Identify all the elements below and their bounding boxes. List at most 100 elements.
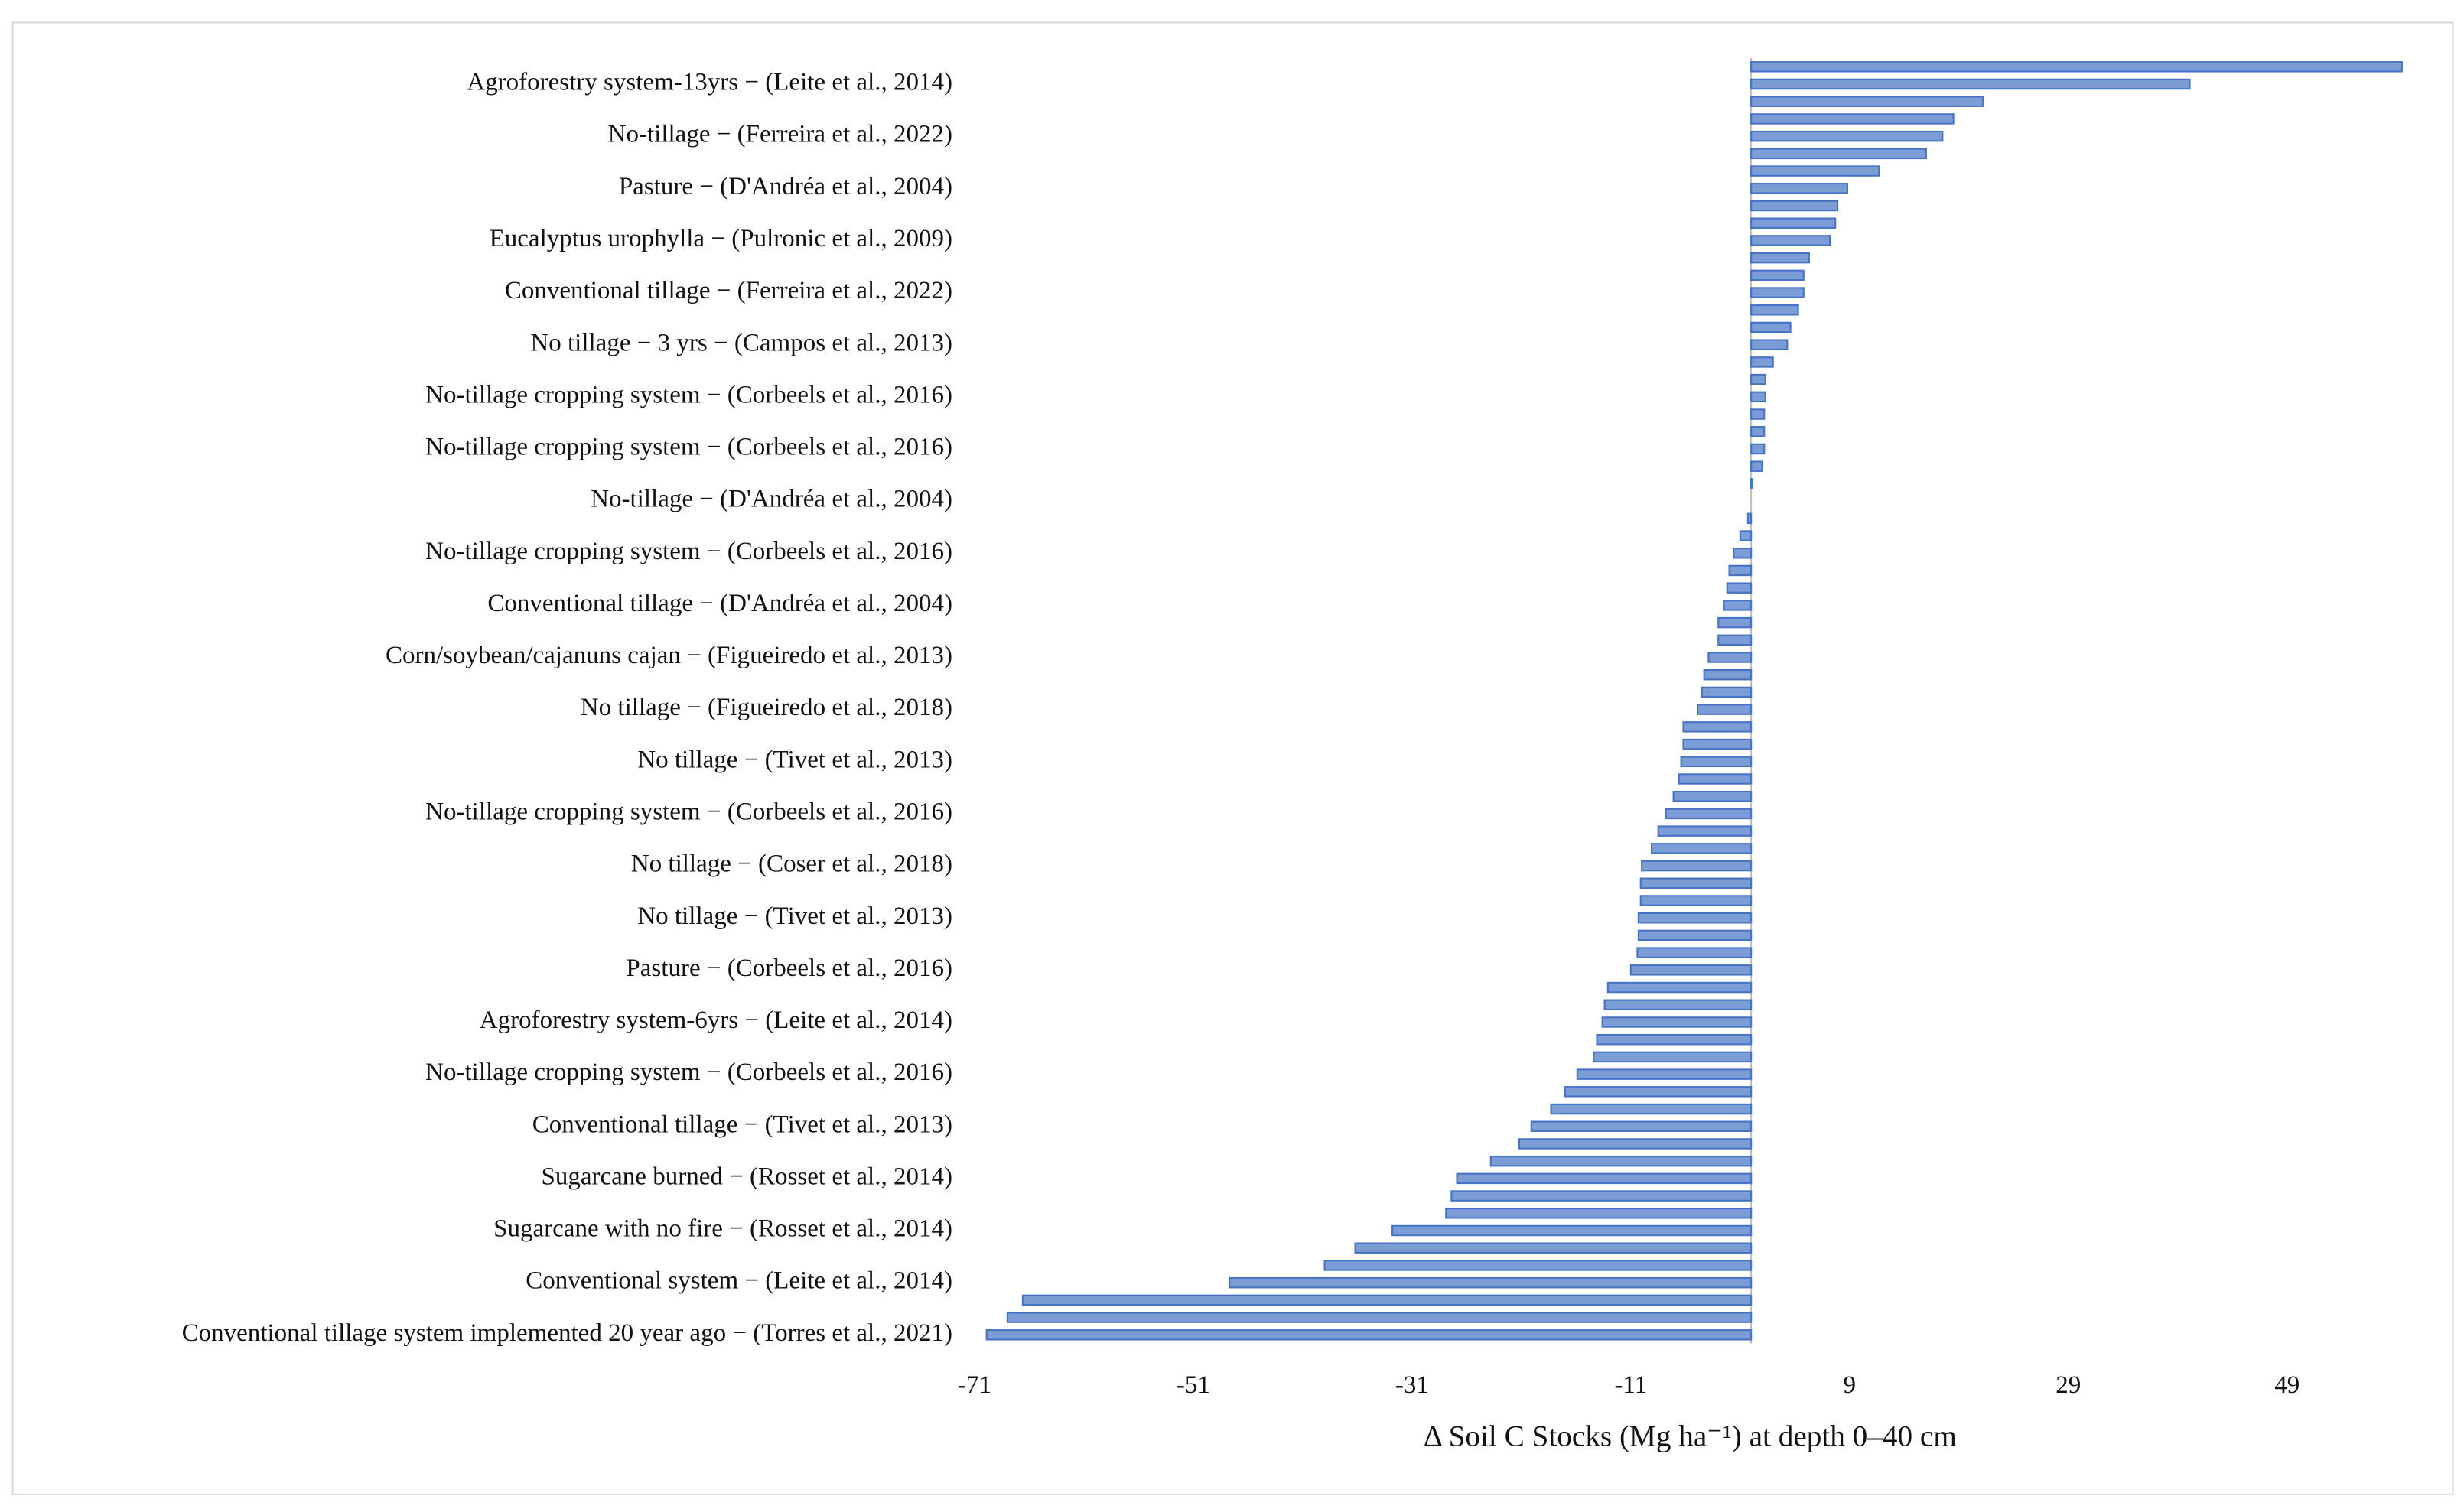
y-tick-label: Corn/soybean/cajanuns cajan − (Figueired… bbox=[386, 642, 952, 669]
bar bbox=[1750, 304, 1799, 316]
bar bbox=[1750, 339, 1789, 350]
y-tick-label: Pasture − (D'Andréa et al., 2004) bbox=[619, 173, 952, 200]
x-tick-label: -11 bbox=[1614, 1371, 1647, 1399]
bar bbox=[1750, 217, 1837, 229]
y-tick-label: Conventional system − (Leite et al., 201… bbox=[526, 1267, 952, 1295]
bar bbox=[1636, 947, 1753, 958]
chart-frame bbox=[11, 21, 2454, 1495]
bar bbox=[1682, 738, 1753, 750]
bar bbox=[1639, 877, 1753, 889]
bar bbox=[1672, 790, 1753, 802]
bar bbox=[1603, 999, 1753, 1010]
bar bbox=[1021, 1294, 1753, 1306]
bar bbox=[1489, 1155, 1753, 1167]
bar bbox=[1354, 1242, 1753, 1254]
bar bbox=[1445, 1208, 1753, 1219]
y-tick-label: Agroforestry system-6yrs − (Leite et al.… bbox=[480, 1007, 952, 1034]
bar bbox=[1650, 843, 1753, 854]
y-tick-label: No tillage − (Coser et al., 2018) bbox=[631, 850, 952, 878]
bar bbox=[1750, 200, 1839, 212]
bar bbox=[1733, 548, 1753, 559]
y-tick-label: No-tillage cropping system − (Corbeels e… bbox=[425, 1059, 952, 1086]
bar bbox=[1750, 391, 1766, 403]
y-tick-label: No tillage − (Figueiredo et al., 2018) bbox=[581, 694, 952, 721]
bar bbox=[1637, 912, 1753, 924]
bar bbox=[1750, 408, 1766, 420]
y-tick-label: No-tillage cropping system − (Corbeels e… bbox=[425, 381, 952, 408]
bar bbox=[1701, 686, 1753, 698]
bar bbox=[1750, 78, 2191, 90]
bar bbox=[1678, 773, 1753, 785]
bar bbox=[1596, 1033, 1753, 1046]
bar bbox=[1450, 1190, 1753, 1202]
bar bbox=[1639, 895, 1753, 906]
x-tick-label: -71 bbox=[958, 1371, 991, 1399]
bar bbox=[1323, 1260, 1753, 1271]
bar bbox=[1750, 287, 1805, 298]
bar bbox=[1629, 964, 1753, 976]
bar bbox=[1697, 704, 1753, 715]
y-tick-label: No-tillage − (Ferreira et al., 2022) bbox=[608, 121, 952, 148]
bar bbox=[1750, 61, 2403, 73]
y-tick-label: No-tillage cropping system − (Corbeels e… bbox=[425, 798, 952, 826]
bar bbox=[1006, 1312, 1753, 1323]
bar bbox=[1530, 1120, 1753, 1132]
bar bbox=[1750, 96, 1984, 107]
bar bbox=[1682, 721, 1753, 733]
bar bbox=[1717, 616, 1753, 629]
bar bbox=[1606, 981, 1753, 994]
bar bbox=[1703, 669, 1753, 681]
y-tick-label: Conventional tillage − (Tivet et al., 20… bbox=[532, 1111, 952, 1138]
y-tick-label: No tillage − (Tivet et al., 2013) bbox=[637, 746, 952, 773]
y-tick-label: Agroforestry system-13yrs − (Leite et al… bbox=[467, 69, 952, 96]
bar bbox=[1550, 1103, 1753, 1115]
x-axis-label: Δ Soil C Stocks (Mg ha⁻¹) at depth 0–40 … bbox=[1424, 1420, 1957, 1453]
bar bbox=[1680, 756, 1753, 768]
y-tick-label: No-tillage cropping system − (Corbeels e… bbox=[425, 538, 952, 565]
bar bbox=[1726, 582, 1753, 594]
bar bbox=[1750, 252, 1810, 264]
y-tick-label: No tillage − 3 yrs − (Campos et al., 201… bbox=[530, 329, 952, 356]
bar bbox=[1750, 148, 1927, 160]
bar bbox=[1657, 825, 1753, 837]
y-tick-label: No-tillage − (D'Andréa et al., 2004) bbox=[591, 486, 952, 513]
x-tick-label: 49 bbox=[2274, 1371, 2300, 1399]
x-tick-label: 9 bbox=[1844, 1371, 1857, 1399]
y-tick-label: Conventional tillage system implemented … bbox=[182, 1319, 952, 1347]
bar bbox=[1750, 426, 1766, 437]
bar bbox=[1665, 808, 1753, 820]
bar bbox=[1641, 860, 1753, 872]
bar bbox=[1750, 478, 1753, 489]
bar bbox=[1593, 1051, 1753, 1063]
bar bbox=[1750, 130, 1944, 142]
x-tick-label: -31 bbox=[1395, 1371, 1429, 1399]
bar bbox=[985, 1329, 1753, 1341]
y-tick-label: Eucalyptus urophylla − (Pulronic et al.,… bbox=[490, 225, 952, 252]
bar bbox=[1391, 1224, 1753, 1237]
bar bbox=[1601, 1016, 1753, 1028]
bar bbox=[1750, 183, 1848, 194]
bar bbox=[1229, 1276, 1753, 1289]
bar bbox=[1750, 269, 1805, 281]
bar bbox=[1728, 564, 1753, 577]
bar bbox=[1518, 1138, 1753, 1150]
bar bbox=[1723, 600, 1753, 611]
bar bbox=[1750, 113, 1955, 125]
bar bbox=[1707, 652, 1753, 663]
bar bbox=[1750, 373, 1766, 385]
y-tick-label: Conventional tillage − (Ferreira et al.,… bbox=[505, 277, 952, 304]
y-tick-label: Conventional tillage − (D'Andréa et al.,… bbox=[487, 590, 952, 617]
bar bbox=[1750, 443, 1766, 455]
bar bbox=[1750, 356, 1774, 368]
bar bbox=[1717, 634, 1753, 646]
bar bbox=[1750, 165, 1880, 177]
y-tick-label: No tillage − (Tivet et al., 2013) bbox=[637, 902, 952, 930]
bar bbox=[1637, 929, 1753, 941]
bar bbox=[1750, 460, 1763, 472]
x-tick-label: -51 bbox=[1177, 1371, 1210, 1399]
y-tick-label: No-tillage cropping system − (Corbeels e… bbox=[425, 434, 952, 461]
bar bbox=[1456, 1172, 1753, 1185]
y-tick-label: Pasture − (Corbeels et al., 2016) bbox=[626, 955, 952, 982]
bar bbox=[1564, 1086, 1753, 1098]
bar bbox=[1746, 512, 1753, 525]
